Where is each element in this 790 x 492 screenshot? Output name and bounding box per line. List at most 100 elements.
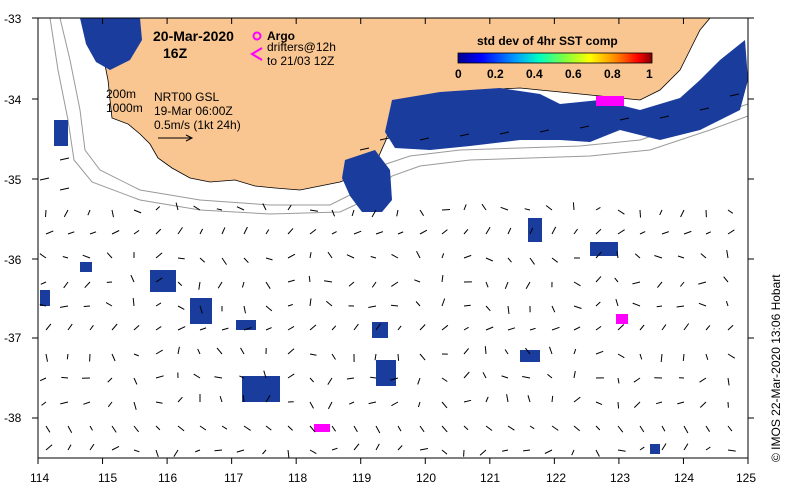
current-vector — [659, 209, 663, 216]
current-vector — [243, 257, 249, 264]
current-vector — [617, 425, 624, 433]
current-vector — [699, 107, 710, 111]
current-vector — [571, 449, 575, 456]
current-vector — [657, 281, 663, 288]
current-vector — [83, 401, 91, 405]
current-vector — [654, 255, 663, 259]
current-vector — [346, 254, 355, 259]
current-vector — [214, 376, 223, 379]
lat-label: -38 — [4, 411, 22, 425]
current-vector — [106, 252, 113, 259]
current-vector — [500, 206, 509, 211]
current-vector — [683, 443, 689, 451]
current-vector — [331, 447, 338, 451]
current-vector — [504, 281, 509, 289]
current-vector — [723, 276, 729, 283]
current-vector — [66, 353, 69, 360]
current-vector — [705, 231, 712, 235]
current-vector — [617, 324, 625, 331]
current-vector — [463, 254, 472, 259]
current-vector — [133, 401, 137, 410]
current-vector — [67, 425, 73, 433]
sst-patch-11 — [40, 290, 50, 306]
hour-label: 16Z — [163, 45, 188, 61]
current-vector — [327, 251, 333, 259]
current-vector — [573, 396, 581, 403]
current-vector — [39, 304, 47, 307]
current-vector — [348, 401, 355, 405]
current-vector — [523, 449, 531, 452]
current-vector — [130, 274, 135, 283]
current-vector — [632, 281, 641, 285]
current-vector — [677, 401, 685, 405]
colorbar-tick: 1 — [646, 67, 653, 81]
current-vector — [579, 125, 590, 129]
current-vector — [661, 425, 666, 432]
current-vector — [419, 353, 426, 361]
current-vector — [82, 254, 91, 259]
colorbar-title: std dev of 4hr SST comp — [477, 34, 618, 48]
current-vector — [221, 257, 227, 265]
lon-label: 124 — [674, 471, 694, 485]
lat-label: -35 — [4, 173, 22, 187]
current-vector — [573, 281, 581, 287]
current-vector — [45, 323, 52, 331]
current-vector — [726, 250, 729, 259]
current-vector — [417, 401, 421, 408]
depth-label-200m: 200m — [106, 87, 136, 101]
lon-label: 119 — [352, 471, 371, 485]
current-vector — [236, 206, 245, 211]
argo-marker-icon — [252, 31, 262, 41]
current-vector — [727, 377, 730, 386]
current-vector — [525, 281, 531, 289]
current-vector — [419, 137, 430, 141]
current-vector — [391, 281, 399, 287]
current-vector — [441, 253, 445, 259]
current-vector — [308, 275, 311, 283]
current-vector — [390, 377, 399, 381]
current-vector — [39, 377, 47, 382]
current-vector — [463, 348, 469, 355]
sst-patch-3 — [242, 376, 280, 402]
current-vector — [375, 323, 381, 331]
current-vector — [265, 327, 272, 331]
current-vector — [39, 177, 50, 181]
current-vector — [661, 231, 669, 235]
current-vector — [634, 253, 641, 259]
current-vector — [484, 346, 487, 355]
current-vector — [155, 326, 162, 331]
current-vector — [617, 209, 625, 215]
current-vector — [417, 377, 421, 385]
current-vector — [506, 394, 509, 403]
current-vector — [155, 349, 163, 355]
current-vector — [133, 229, 140, 235]
lon-label: 122 — [546, 471, 566, 485]
current-vector — [216, 208, 223, 211]
current-vector — [485, 326, 494, 331]
current-vector — [177, 257, 185, 260]
current-vector — [263, 370, 267, 379]
drifter-track-1 — [616, 314, 628, 324]
contour-1000m — [49, 17, 749, 215]
current-vector — [525, 347, 531, 355]
current-vector — [177, 227, 183, 235]
current-vector — [614, 277, 619, 283]
current-vector — [705, 353, 709, 360]
colorbar-tick: 0.2 — [487, 67, 504, 81]
current-vector — [287, 373, 295, 379]
current-vector — [481, 203, 487, 211]
current-vector — [346, 377, 355, 380]
current-vector — [216, 347, 223, 355]
current-vector — [397, 445, 403, 451]
current-vector — [177, 305, 185, 310]
current-vector — [595, 301, 601, 307]
current-vector — [265, 229, 270, 235]
current-vector — [331, 209, 336, 217]
current-vector — [441, 324, 449, 331]
current-vector — [501, 449, 509, 452]
current-vector — [504, 349, 509, 355]
current-vector — [221, 425, 228, 430]
current-vector — [59, 187, 70, 191]
current-vector — [353, 230, 362, 235]
current-vector — [331, 353, 336, 360]
